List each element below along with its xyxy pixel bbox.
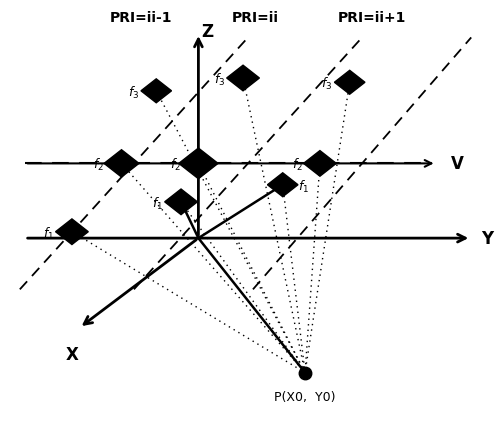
Text: $f_3$: $f_3$ — [321, 76, 332, 92]
Text: $f_2$: $f_2$ — [170, 157, 181, 173]
Polygon shape — [141, 80, 172, 104]
Polygon shape — [304, 151, 336, 177]
Polygon shape — [334, 71, 365, 95]
Text: PRI=ii-1: PRI=ii-1 — [110, 11, 173, 25]
Text: PRI=ii+1: PRI=ii+1 — [338, 11, 406, 25]
Text: V: V — [451, 155, 464, 173]
Polygon shape — [267, 173, 298, 197]
Polygon shape — [56, 219, 88, 245]
Text: Z: Z — [201, 23, 213, 41]
Text: $f_3$: $f_3$ — [214, 72, 225, 88]
Text: $f_3$: $f_3$ — [128, 84, 139, 101]
Polygon shape — [227, 66, 259, 92]
Text: $f_1$: $f_1$ — [299, 178, 310, 194]
Text: $f_2$: $f_2$ — [93, 157, 104, 173]
Text: $f_1$: $f_1$ — [152, 195, 163, 211]
Polygon shape — [104, 150, 139, 178]
Text: P(X0,  Y0): P(X0, Y0) — [274, 390, 336, 403]
Text: PRI=ii: PRI=ii — [232, 11, 279, 25]
Text: X: X — [65, 345, 78, 363]
Text: $f_2$: $f_2$ — [292, 157, 303, 173]
Polygon shape — [165, 190, 197, 215]
Text: Y: Y — [481, 230, 493, 248]
Polygon shape — [179, 149, 218, 179]
Text: $f_1$: $f_1$ — [43, 225, 54, 241]
